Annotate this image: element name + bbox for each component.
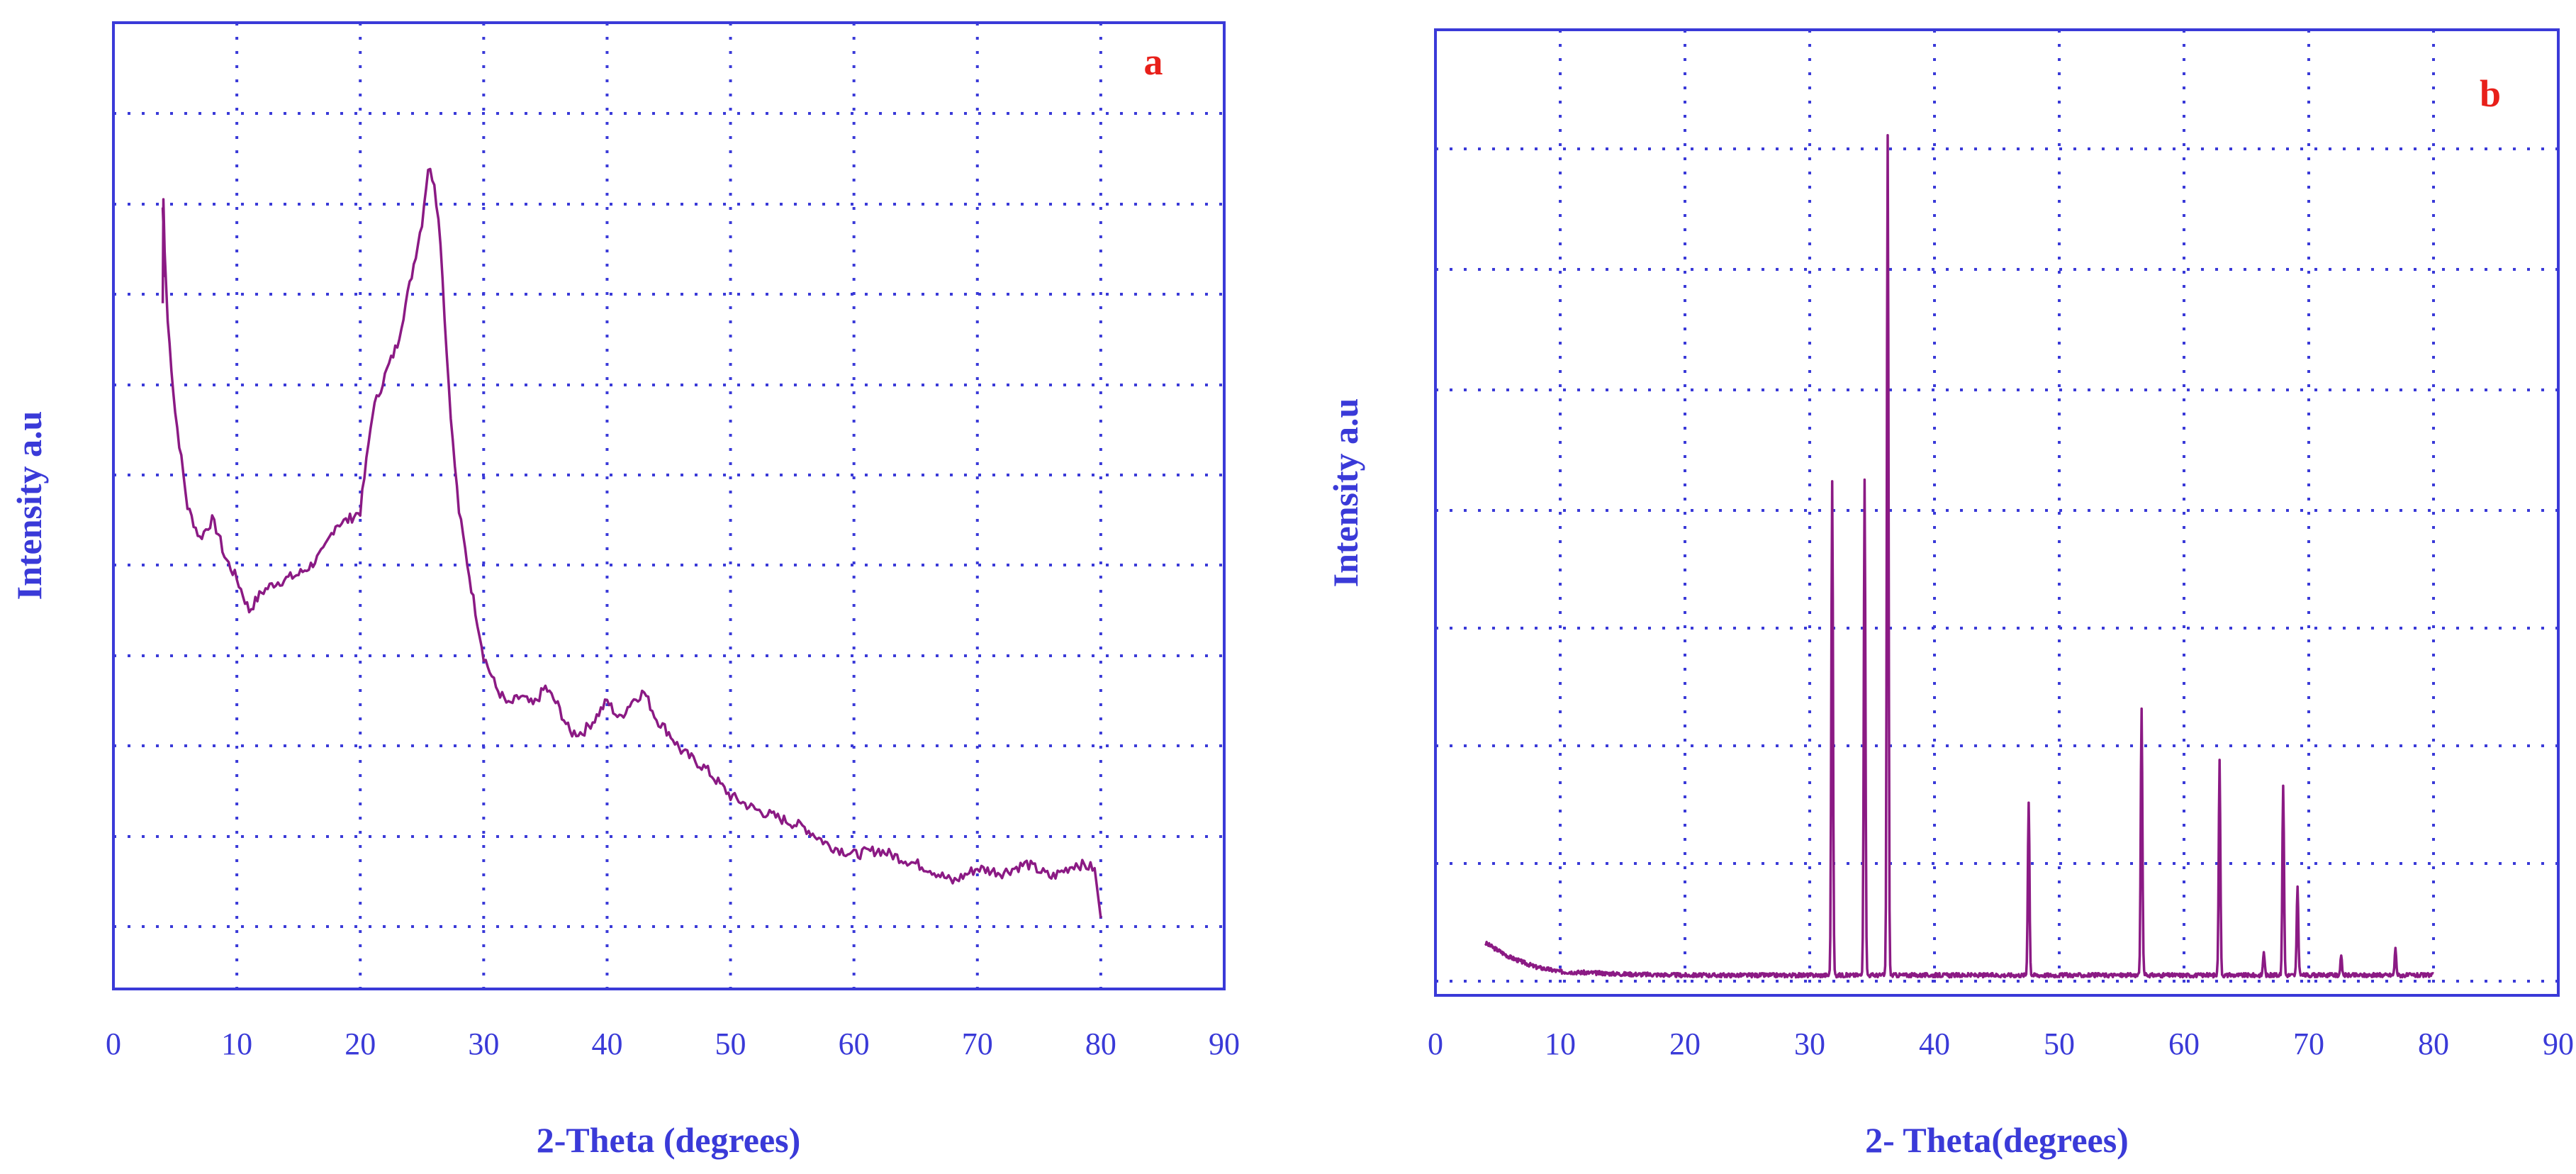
- panel-a-x-tick-90: 90: [1209, 1027, 1240, 1061]
- panel-b-x-tick-50: 50: [2044, 1027, 2075, 1061]
- panel-a-x-tick-labels: 0 10 20 30 40 50 60 70 80 90: [106, 1027, 1240, 1061]
- panel-b-x-tick-60: 60: [2168, 1027, 2200, 1061]
- panel-a-x-tick-10: 10: [221, 1027, 252, 1061]
- panel-b-x-tick-90: 90: [2543, 1027, 2574, 1061]
- panel-b-x-axis-title: 2- Theta(degrees): [1865, 1120, 2129, 1160]
- panel-b-plot-frame: [1434, 28, 2560, 997]
- panel-b-y-axis-title: Intensity a.u: [1326, 398, 1365, 588]
- panel-a-x-tick-20: 20: [345, 1027, 376, 1061]
- panel-b-x-tick-80: 80: [2418, 1027, 2449, 1061]
- panel-a-x-tick-0: 0: [106, 1027, 121, 1061]
- panel-a-grid: [113, 23, 1224, 989]
- panel-b-x-tick-40: 40: [1919, 1027, 1950, 1061]
- panel-a-x-tick-40: 40: [591, 1027, 622, 1061]
- panel-a-y-axis-title: Intensity a.u: [9, 411, 49, 600]
- panel-a-x-tick-30: 30: [468, 1027, 499, 1061]
- panel-b-x-tick-labels: 0 10 20 30 40 50 60 70 80 90: [1428, 1027, 2574, 1061]
- panel-b-x-tick-20: 20: [1669, 1027, 1701, 1061]
- panel-a-x-tick-70: 70: [962, 1027, 993, 1061]
- panel-a-chart: 0 10 20 30 40 50 60 70 80 90 a 2-Theta (degrees) …: [9, 21, 1240, 1160]
- panel-b-x-tick-70: 70: [2293, 1027, 2324, 1061]
- panel-b-x-tick-0: 0: [1428, 1027, 1443, 1061]
- panel-a-x-tick-60: 60: [839, 1027, 870, 1061]
- panel-b-x-tick-30: 30: [1794, 1027, 1825, 1061]
- panel-a-letter: a: [1144, 40, 1163, 83]
- panel-b-chart: 0 10 20 30 40 50 60 70 80 90 b 2- Theta(degrees) …: [1326, 28, 2574, 1160]
- panel-b-letter: b: [2480, 72, 2501, 115]
- panel-a-x-tick-80: 80: [1085, 1027, 1116, 1061]
- panel-a-xrd-trace: [161, 167, 1102, 919]
- panel-b-grid: [1435, 30, 2558, 995]
- panel-a-x-tick-50: 50: [715, 1027, 746, 1061]
- panel-a-x-axis-title: 2-Theta (degrees): [537, 1120, 801, 1160]
- panel-b-xrd-trace: [1484, 134, 2434, 979]
- panel-a-plot-frame: [112, 21, 1226, 990]
- panel-b-x-tick-10: 10: [1545, 1027, 1576, 1061]
